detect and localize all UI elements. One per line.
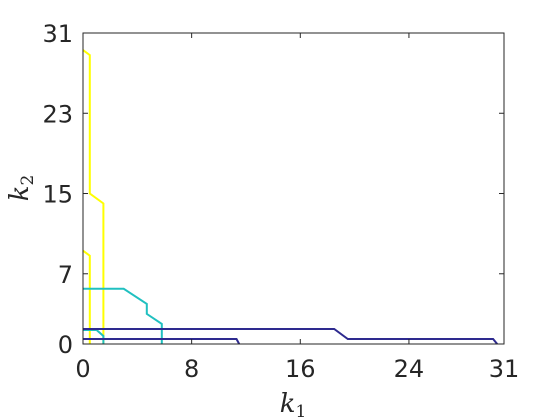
series-line-0 bbox=[82, 49, 105, 344]
series-line-4 bbox=[83, 328, 498, 345]
x-tick-label-8: 8 bbox=[184, 355, 199, 383]
y-axis-label-subscript: 2 bbox=[18, 175, 38, 186]
y-tick-label-31: 31 bbox=[42, 20, 73, 48]
tick-layer: 0 8 16 24 31 0 7 15 23 31 bbox=[42, 20, 519, 383]
x-tick-label-16: 16 bbox=[285, 355, 316, 383]
series-line-2 bbox=[83, 287, 163, 344]
plot-area bbox=[83, 33, 504, 344]
series-line-5 bbox=[83, 338, 241, 345]
x-tick-label-0: 0 bbox=[75, 355, 90, 383]
y-tick-label-7: 7 bbox=[58, 261, 73, 289]
axes-box bbox=[82, 32, 505, 345]
y-tick-label-15: 15 bbox=[42, 181, 73, 209]
x-axis-label: k1 bbox=[280, 389, 307, 420]
y-tick-label-0: 0 bbox=[58, 331, 73, 359]
y-tick-label-23: 23 bbox=[42, 100, 73, 128]
x-tick-label-24: 24 bbox=[394, 355, 425, 383]
y-axis-label: k2 bbox=[5, 175, 38, 202]
x-axis-label-subscript: 1 bbox=[295, 402, 306, 420]
y-axis-label-main: k bbox=[5, 186, 35, 202]
series-line-1 bbox=[82, 249, 91, 344]
x-tick-label-31: 31 bbox=[489, 355, 520, 383]
series-layer bbox=[82, 49, 498, 345]
x-axis-label-main: k bbox=[280, 389, 296, 419]
